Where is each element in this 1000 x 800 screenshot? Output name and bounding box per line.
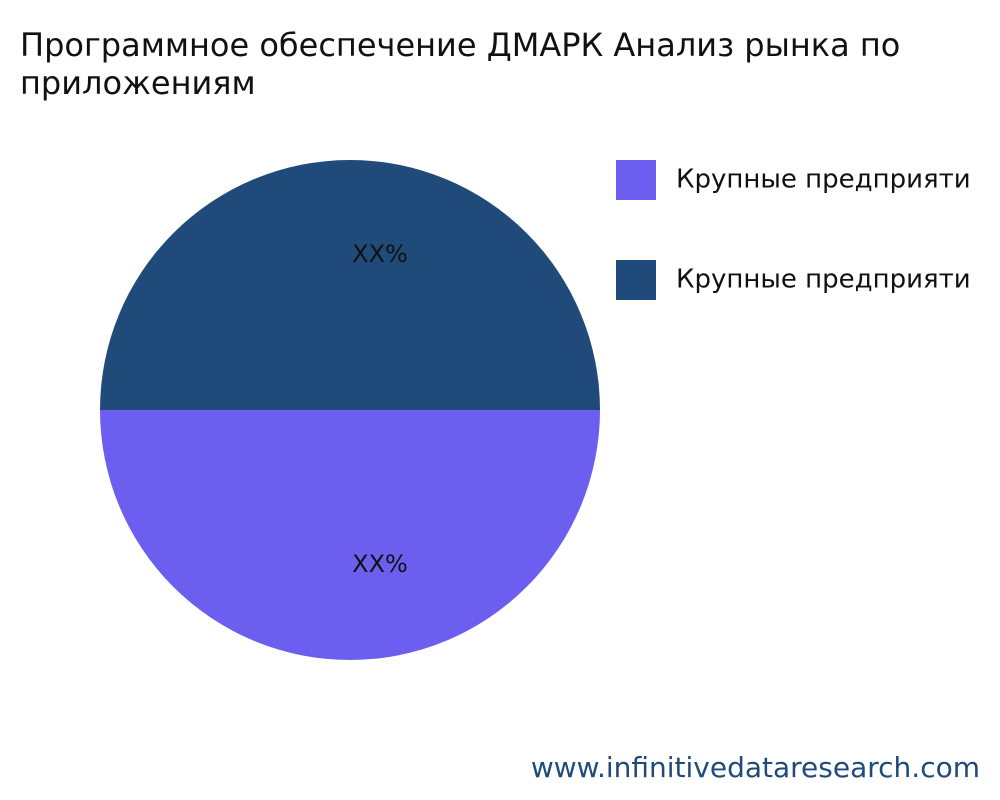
chart-title: Программное обеспечение ДМАРК Анализ рын…: [20, 26, 901, 102]
pie-slice: [100, 160, 600, 410]
pie-slice: [100, 410, 600, 660]
legend-swatch: [616, 260, 656, 300]
watermark: www.infinitivedataresearch.com: [531, 751, 980, 784]
legend-label: Крупные предприяти: [676, 165, 971, 195]
data-label: XX%: [352, 550, 408, 578]
legend-label: Крупные предприяти: [676, 265, 971, 295]
legend-swatch: [616, 160, 656, 200]
data-label: XX%: [352, 240, 408, 268]
